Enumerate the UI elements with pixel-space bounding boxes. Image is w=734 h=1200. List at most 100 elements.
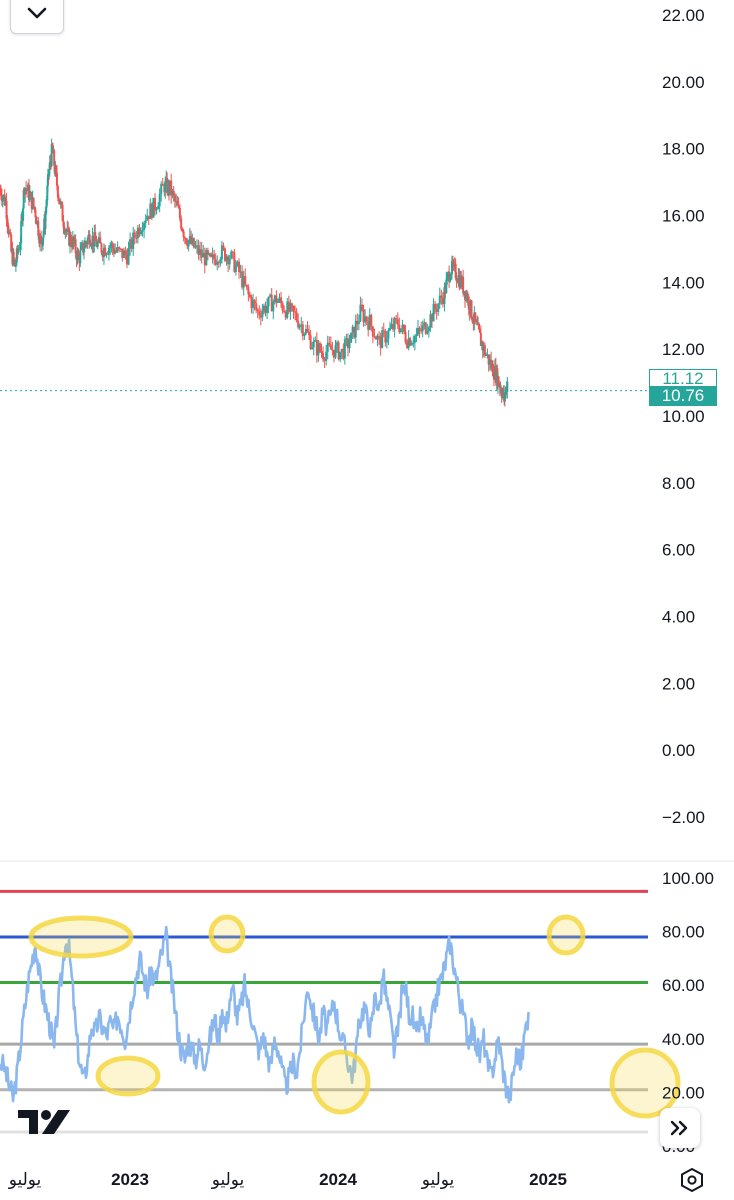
candle-body (45, 207, 48, 215)
candle-body (357, 321, 360, 325)
candle-body (1, 197, 4, 201)
candle-body (182, 231, 185, 238)
candle-body (435, 309, 438, 312)
candle-body (407, 338, 410, 348)
candle-body (99, 237, 102, 244)
indicator-pane[interactable] (0, 889, 681, 1134)
candle-body (96, 242, 99, 247)
candle-body (309, 335, 312, 349)
candle-body (110, 243, 113, 247)
candle-body (155, 209, 158, 211)
candle-body (438, 295, 441, 304)
candle-body (269, 294, 272, 297)
candle-body (445, 279, 448, 294)
candle-body (97, 237, 100, 243)
candle-body (323, 359, 326, 361)
candle-body (266, 306, 269, 313)
scroll-right-button[interactable] (660, 1108, 700, 1148)
candle-body (374, 337, 377, 340)
candle-body (303, 333, 306, 336)
candle-body (161, 183, 164, 186)
chevron-down-icon (27, 7, 47, 19)
candle-body (176, 200, 179, 206)
price-pane[interactable] (0, 138, 648, 407)
candle-body (0, 188, 2, 196)
candle-body (125, 255, 128, 265)
candle-body (479, 332, 482, 346)
candle-body (501, 392, 504, 398)
candle-body (74, 239, 77, 254)
candle-body (378, 335, 381, 337)
price-tick-label: 8.00 (662, 474, 695, 493)
candle-body (114, 250, 117, 254)
candle-body (448, 272, 451, 282)
candle-body (33, 206, 36, 210)
candle-body (57, 197, 60, 201)
candle-body (129, 239, 132, 249)
candle-body (3, 194, 6, 205)
price-tick-label: 10.00 (662, 407, 705, 426)
settings-button[interactable] (676, 1164, 708, 1196)
candle-body (230, 251, 233, 259)
candle-body (181, 228, 184, 232)
candle-body (238, 261, 241, 273)
candle-body (379, 336, 382, 349)
candle-body (360, 304, 363, 310)
candle-body (318, 343, 321, 352)
candle-body (401, 324, 404, 329)
candle-body (409, 338, 412, 346)
candle-body (492, 363, 495, 377)
candle-body (322, 352, 325, 360)
indicator-tick-label: 20.00 (662, 1083, 705, 1102)
candle-body (186, 243, 189, 247)
candle-body (6, 218, 9, 226)
candle-body (332, 349, 335, 358)
candle-body (106, 253, 109, 255)
candle-body (199, 249, 202, 255)
candle-body (100, 243, 103, 253)
candle-body (454, 263, 457, 279)
candle-body (356, 320, 359, 325)
candle-body (346, 338, 349, 349)
indicator-tick-label: 60.00 (662, 976, 705, 995)
candle-body (270, 294, 273, 312)
price-tick-label: 6.00 (662, 541, 695, 560)
candle-body (350, 332, 353, 343)
candle-body (48, 169, 51, 177)
candle-body (396, 319, 399, 325)
candle-body (60, 202, 63, 205)
candle-body (306, 329, 309, 333)
candle-body (280, 297, 283, 304)
highlight-circle (28, 915, 134, 959)
candle-body (83, 241, 86, 249)
candle-body (292, 305, 295, 312)
candle-body (170, 180, 173, 196)
candle-body (194, 246, 197, 248)
candle-body (276, 300, 279, 303)
candle-body (51, 145, 54, 154)
indicator-tick-label: 40.00 (662, 1030, 705, 1049)
candle-body (337, 342, 340, 360)
candle-body (127, 248, 130, 265)
candle-body (314, 339, 317, 342)
candle-body (450, 261, 453, 275)
candle-body (286, 301, 289, 318)
candle-body (10, 234, 13, 252)
candle-body (48, 161, 51, 170)
candle-body (345, 338, 348, 340)
candle-body (196, 245, 199, 247)
candle-body (242, 276, 245, 288)
candle-body (399, 328, 402, 332)
candle-body (325, 351, 328, 361)
candle-body (294, 311, 297, 313)
candle-body (281, 303, 284, 311)
candle-body (14, 262, 17, 267)
candle-body (289, 303, 292, 312)
candle-body (46, 174, 49, 186)
tradingview-logo (18, 1110, 70, 1134)
candle-body (173, 195, 176, 202)
collapse-button[interactable] (10, 0, 64, 34)
highlight-circle (546, 914, 586, 956)
candle-body (424, 322, 427, 334)
